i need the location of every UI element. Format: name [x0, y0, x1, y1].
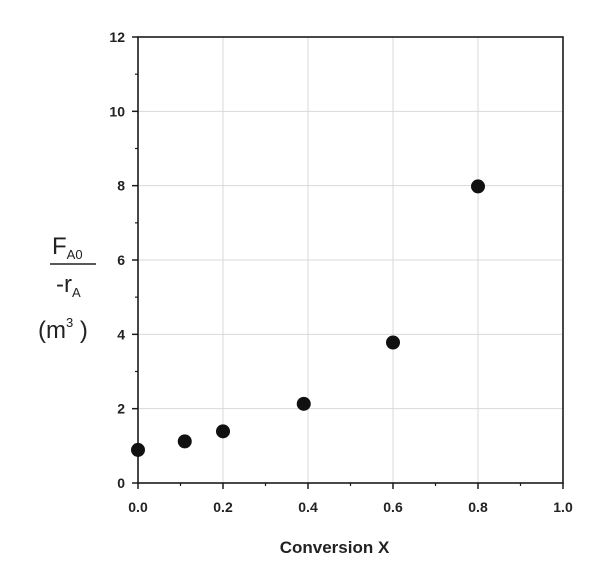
y-tick-label: 10: [109, 103, 125, 119]
y-axis-title-denominator: -rA: [56, 271, 81, 300]
data-point: [296, 396, 311, 411]
x-tick-label: 0.6: [383, 499, 403, 515]
y-tick-label: 12: [109, 29, 125, 45]
y-unit-sup: 3: [66, 315, 73, 330]
y-axis-title: FA0 -rA (m3 ): [38, 233, 96, 344]
x-tick-label: 0.4: [298, 499, 318, 515]
y-axis-title-unit: (m3 ): [38, 315, 88, 344]
y-tick-label: 0: [117, 475, 125, 491]
y-denominator-main: -r: [56, 271, 72, 298]
y-axis-title-numerator: FA0: [52, 233, 83, 262]
x-tick-label: 1.0: [553, 499, 573, 515]
data-points: [131, 179, 485, 457]
y-unit-open: (m: [38, 317, 66, 344]
x-axis-title: Conversion X: [280, 538, 390, 557]
data-point: [131, 442, 145, 457]
y-numerator-main: F: [52, 233, 67, 260]
axis-ticks: [132, 36, 564, 489]
x-tick-label: 0.8: [468, 499, 488, 515]
x-axis-tick-labels: 0.0 0.2 0.4 0.6 0.8 1.0: [128, 499, 573, 515]
data-point: [386, 335, 400, 350]
grid-lines: [138, 37, 563, 483]
y-numerator-sub: A0: [67, 247, 83, 262]
y-axis-tick-labels: 0 2 4 6 8 10 12: [109, 29, 125, 491]
y-tick-label: 8: [117, 178, 125, 194]
y-tick-label: 6: [117, 252, 125, 268]
x-tick-label: 0.2: [213, 499, 233, 515]
x-tick-label: 0.0: [128, 499, 148, 515]
y-unit-close: ): [73, 317, 88, 344]
data-point: [216, 424, 230, 439]
y-tick-label: 2: [117, 401, 125, 417]
data-point: [177, 434, 192, 449]
data-point: [471, 179, 485, 194]
y-tick-label: 4: [117, 326, 125, 342]
y-denominator-sub: A: [72, 285, 81, 300]
